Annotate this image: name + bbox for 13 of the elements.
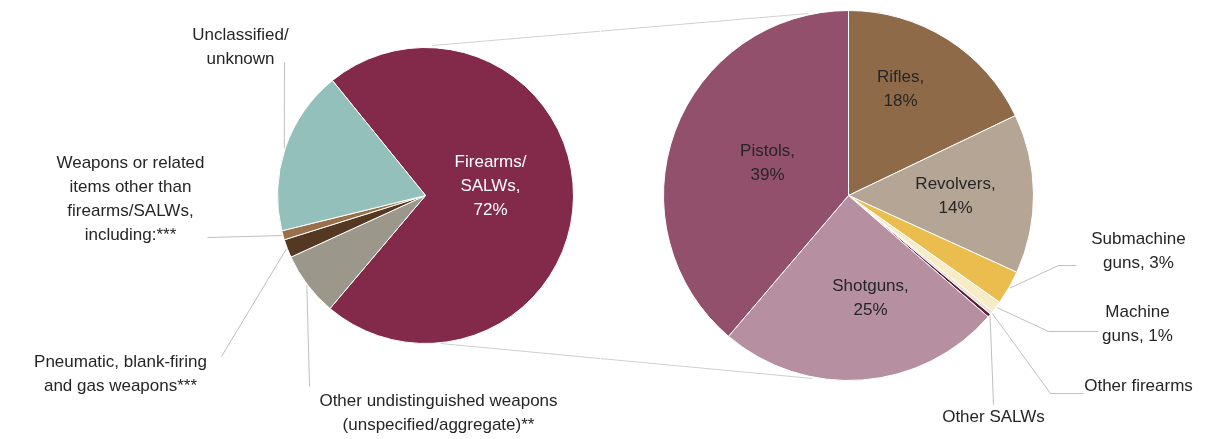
slice-label: Pistols, 39% xyxy=(740,141,795,184)
slice-label: Shotguns, 25% xyxy=(832,276,909,319)
slice-label: Firearms/ SALWs, 72% xyxy=(454,152,527,219)
slice-label: Rifles, 18% xyxy=(876,67,925,110)
slice-label: Other undistinguished weapons (unspecified/aggregate)** xyxy=(319,391,558,434)
slice-label: Weapons or related items other than firearms/SALWs, including:*** xyxy=(56,153,205,244)
slice-label: Submachine guns, 3% xyxy=(1091,229,1186,272)
slice-label: Machine guns, 1% xyxy=(1102,302,1173,345)
slice-label: Other SALWs xyxy=(942,407,1045,426)
slice-label: Unclassified/ unknown xyxy=(192,25,289,68)
slice-label: Revolvers, 14% xyxy=(915,174,996,217)
slice-label: Pneumatic, blank-firing and gas weapons*** xyxy=(34,352,207,395)
slice-label: Other firearms xyxy=(1084,376,1193,395)
